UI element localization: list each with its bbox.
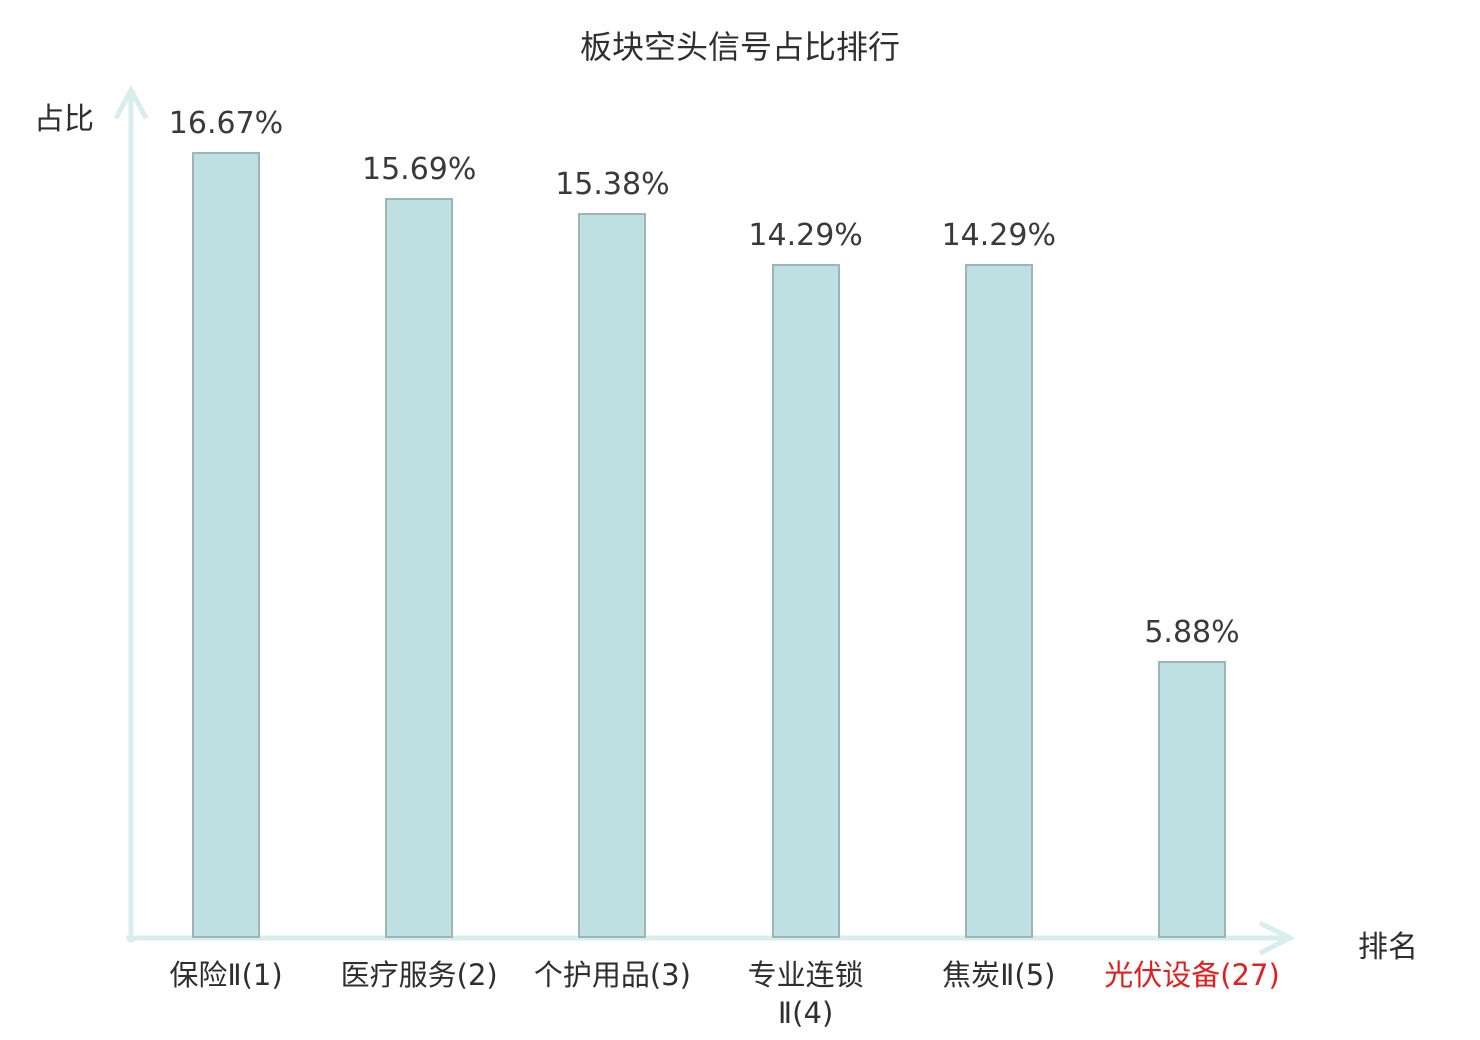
bar bbox=[578, 212, 647, 938]
x-tick-label: 保险Ⅱ(1) bbox=[169, 958, 283, 992]
x-tick-label: 医疗服务(2) bbox=[340, 958, 498, 992]
y-axis-arrow-icon bbox=[113, 84, 149, 120]
x-tick-label: 光伏设备(27) bbox=[1104, 958, 1280, 992]
bar bbox=[1158, 660, 1226, 938]
bar-value-label: 15.38% bbox=[555, 166, 670, 202]
bar bbox=[385, 198, 454, 938]
chart-title: 板块空头信号占比排行 bbox=[579, 28, 900, 66]
bar-value-label: 5.88% bbox=[1144, 614, 1240, 650]
bar bbox=[964, 264, 1033, 938]
y-axis-title: 占比 bbox=[34, 102, 94, 137]
x-tick-label: 焦炭Ⅱ(5) bbox=[942, 958, 1056, 992]
x-tick-label: 个护用品(3) bbox=[533, 958, 691, 992]
bar-value-label: 14.29% bbox=[748, 218, 863, 254]
bar-value-label: 14.29% bbox=[941, 218, 1056, 254]
bar bbox=[771, 264, 840, 938]
bar-value-label: 16.67% bbox=[168, 106, 284, 141]
x-axis-arrow-icon bbox=[1258, 920, 1296, 956]
x-tick-label: 专业连锁 Ⅱ(4) bbox=[747, 958, 864, 1030]
bar bbox=[192, 152, 260, 938]
bar-value-label: 15.69% bbox=[361, 152, 477, 188]
x-axis-title: 排名 bbox=[1358, 930, 1418, 965]
